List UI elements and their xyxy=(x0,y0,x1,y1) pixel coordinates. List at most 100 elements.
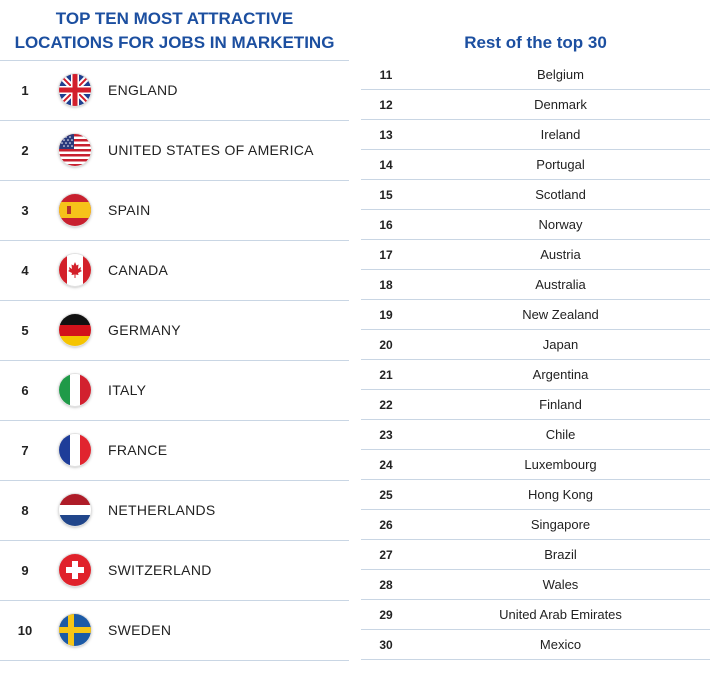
rank-number: 7 xyxy=(21,443,29,458)
country-name: Denmark xyxy=(534,97,587,112)
country-name: Portugal xyxy=(536,157,585,172)
rank-number: 9 xyxy=(21,563,29,578)
list-item: 2 UNITED STATES OF AMERICA xyxy=(0,121,349,181)
switzerland-flag-icon xyxy=(59,554,91,586)
rank-number: 16 xyxy=(379,218,393,232)
rank-number: 27 xyxy=(379,548,393,562)
rank-number: 1 xyxy=(21,83,29,98)
rank-number: 20 xyxy=(379,338,393,352)
netherlands-flag-icon xyxy=(59,494,91,526)
germany-flag-icon xyxy=(59,314,91,346)
country-name: Chile xyxy=(545,427,576,442)
country-name: GERMANY xyxy=(108,322,181,338)
country-name: New Zealand xyxy=(522,307,599,322)
country-name: Australia xyxy=(535,277,586,292)
list-item: 14 Portugal xyxy=(361,150,710,180)
list-item: 9 SWITZERLAND xyxy=(0,541,349,601)
list-item: 12 Denmark xyxy=(361,90,710,120)
list-item: 15 Scotland xyxy=(361,180,710,210)
country-name: FRANCE xyxy=(108,442,168,458)
country-name: NETHERLANDS xyxy=(108,502,216,518)
rank-number: 13 xyxy=(379,128,393,142)
spain-flag-icon xyxy=(59,194,91,226)
country-name: ENGLAND xyxy=(108,82,178,98)
country-name: Austria xyxy=(540,247,581,262)
rank-number: 17 xyxy=(379,248,393,262)
rank-number: 19 xyxy=(379,308,393,322)
list-item: 7 FRANCE xyxy=(0,421,349,481)
italy-flag-icon xyxy=(59,374,91,406)
list-item: 6 ITALY xyxy=(0,361,349,421)
list-item: 18 Australia xyxy=(361,270,710,300)
rank-number: 5 xyxy=(21,323,29,338)
list-item: 26 Singapore xyxy=(361,510,710,540)
list-item: 20 Japan xyxy=(361,330,710,360)
country-name: UNITED STATES OF AMERICA xyxy=(108,142,314,158)
list-item: 5 GERMANY xyxy=(0,301,349,361)
france-flag-icon xyxy=(59,434,91,466)
country-name: ITALY xyxy=(108,382,147,398)
country-name: Luxembourg xyxy=(524,457,597,472)
list-item: 16 Norway xyxy=(361,210,710,240)
country-name: Wales xyxy=(542,577,579,592)
country-name: Belgium xyxy=(537,67,584,82)
country-name: Ireland xyxy=(540,127,581,142)
country-name: Hong Kong xyxy=(527,487,594,502)
rank-number: 30 xyxy=(379,638,393,652)
rank-number: 14 xyxy=(379,158,393,172)
list-item: 19 New Zealand xyxy=(361,300,710,330)
rank-number: 8 xyxy=(21,503,29,518)
rank-number: 21 xyxy=(379,368,393,382)
list-item: 22 Finland xyxy=(361,390,710,420)
list-item: 27 Brazil xyxy=(361,540,710,570)
country-name: SWITZERLAND xyxy=(108,562,212,578)
country-name: CANADA xyxy=(108,262,169,278)
country-name: Mexico xyxy=(539,637,582,652)
list-item: 17 Austria xyxy=(361,240,710,270)
rank-number: 12 xyxy=(379,98,393,112)
canada-flag-icon xyxy=(59,254,91,286)
usa-flag-icon xyxy=(59,134,91,166)
list-item: 23 Chile xyxy=(361,420,710,450)
top-ten-title: TOP TEN MOST ATTRACTIVE LOCATIONS FOR JO… xyxy=(0,7,349,55)
country-name: Brazil xyxy=(544,547,577,562)
sweden-flag-icon xyxy=(59,614,91,646)
list-item: 21 Argentina xyxy=(361,360,710,390)
list-item: 4 CANADA xyxy=(0,241,349,301)
rank-number: 23 xyxy=(379,428,393,442)
country-name: Norway xyxy=(538,217,583,232)
list-item: 3 SPAIN xyxy=(0,181,349,241)
rank-number: 18 xyxy=(379,278,393,292)
country-name: Japan xyxy=(542,337,579,352)
country-name: Finland xyxy=(539,397,582,412)
rank-number: 10 xyxy=(17,623,33,638)
rest-title: Rest of the top 30 xyxy=(464,33,607,52)
country-name: SPAIN xyxy=(108,202,151,218)
rank-number: 22 xyxy=(379,398,393,412)
list-item: 29 United Arab Emirates xyxy=(361,600,710,630)
country-name: Singapore xyxy=(530,517,591,532)
rank-number: 4 xyxy=(21,263,29,278)
list-item: 25 Hong Kong xyxy=(361,480,710,510)
country-name: Scotland xyxy=(535,187,586,202)
list-item: 11 Belgium xyxy=(361,60,710,90)
rank-number: 3 xyxy=(21,203,29,218)
list-item: 13 Ireland xyxy=(361,120,710,150)
list-item: 1 ENGLAND xyxy=(0,61,349,121)
rank-number: 2 xyxy=(21,143,29,158)
top-ten-title-line1: TOP TEN MOST ATTRACTIVE xyxy=(55,9,294,28)
list-item: 24 Luxembourg xyxy=(361,450,710,480)
country-name: SWEDEN xyxy=(108,622,172,638)
list-item: 8 NETHERLANDS xyxy=(0,481,349,541)
rank-number: 25 xyxy=(379,488,393,502)
rank-number: 29 xyxy=(379,608,393,622)
country-name: Argentina xyxy=(532,367,589,382)
rank-number: 11 xyxy=(379,68,393,82)
rank-number: 24 xyxy=(379,458,393,472)
rank-number: 26 xyxy=(379,518,393,532)
rest-list: 11 Belgium 12 Denmark 13 Ireland 14 Portugal… xyxy=(361,60,710,660)
country-name: United Arab Emirates xyxy=(499,607,622,622)
list-item: 10 SWEDEN xyxy=(0,601,349,661)
england-flag-icon xyxy=(59,74,91,106)
list-item: 30 Mexico xyxy=(361,630,710,660)
